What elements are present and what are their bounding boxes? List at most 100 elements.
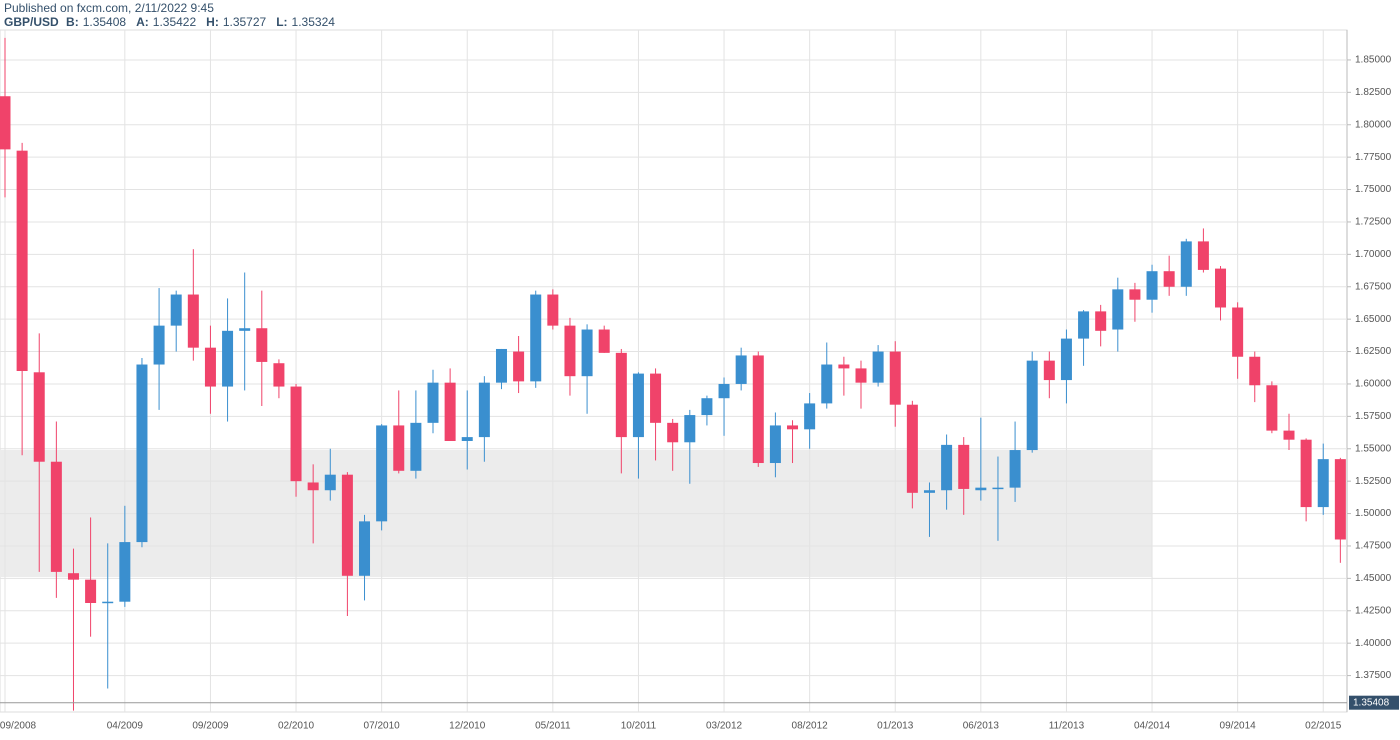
- candle-body: [495, 348, 507, 383]
- quote: B: 1.35408: [66, 15, 126, 29]
- candle-body: [1078, 311, 1090, 339]
- y-tick-label: 1.62500: [1355, 346, 1392, 357]
- x-tick-label: 09/2014: [1220, 721, 1257, 732]
- y-tick-label: 1.75000: [1355, 184, 1392, 195]
- candle-body: [1197, 241, 1209, 270]
- candle-body: [204, 347, 216, 387]
- y-tick-label: 1.45000: [1355, 573, 1392, 584]
- candle-body: [1334, 459, 1346, 540]
- header: Published on fxcm.com, 2/11/2022 9:45 GB…: [4, 1, 345, 29]
- y-tick-label: 1.57500: [1355, 411, 1392, 422]
- candle-body: [50, 461, 62, 572]
- quote-value: 1.35324: [291, 15, 335, 29]
- x-tick-label: 05/2011: [535, 721, 571, 732]
- candle-body: [513, 351, 525, 382]
- quote-label: B:: [66, 15, 79, 29]
- x-tick-label: 08/2012: [792, 721, 829, 732]
- x-tick-label: 01/2013: [877, 721, 914, 732]
- x-tick-label: 02/2010: [278, 721, 315, 732]
- quote-label: A:: [136, 15, 149, 29]
- candle-body: [478, 382, 490, 438]
- candle-body: [1146, 271, 1158, 300]
- y-tick-label: 1.67500: [1355, 281, 1392, 292]
- x-tick-label: 02/2015: [1305, 721, 1342, 732]
- candle-body: [410, 422, 422, 471]
- candle-body: [958, 444, 970, 489]
- quote-value: 1.35422: [152, 15, 197, 29]
- candle-body: [307, 482, 319, 491]
- x-tick-label: 04/2009: [107, 721, 144, 732]
- symbol: GBP/USD: [4, 15, 59, 29]
- candle-body: [359, 521, 371, 576]
- candle-body: [187, 294, 199, 348]
- candle-body: [1317, 459, 1329, 508]
- y-tick-label: 1.85000: [1355, 55, 1392, 66]
- candle-body: [1026, 360, 1038, 451]
- last-price-label: 1.35408: [1353, 697, 1390, 708]
- candle-body: [632, 373, 644, 438]
- candle-body: [615, 352, 627, 438]
- y-tick-label: 1.42500: [1355, 605, 1392, 616]
- candle-body: [153, 325, 165, 365]
- candle-body: [838, 364, 850, 369]
- x-tick-label: 07/2010: [364, 721, 401, 732]
- candle-body: [444, 382, 456, 441]
- candle-body: [170, 294, 182, 326]
- x-tick-label: 11/2013: [1049, 721, 1085, 732]
- candle-body: [136, 364, 148, 543]
- candle-body: [1112, 289, 1124, 330]
- candle-body: [1060, 338, 1072, 381]
- grid: [0, 30, 1347, 712]
- candle-body: [598, 329, 610, 353]
- candle-body: [1249, 356, 1261, 386]
- candle-body: [256, 328, 268, 362]
- candle-body: [701, 398, 713, 416]
- x-tick-label: 09/2008: [0, 721, 37, 732]
- candle-body: [427, 382, 439, 423]
- candle-body: [581, 329, 593, 377]
- candle-body: [102, 601, 114, 604]
- x-tick-label: 06/2013: [963, 721, 1000, 732]
- y-tick-label: 1.72500: [1355, 217, 1392, 228]
- candle-body: [222, 330, 234, 387]
- quote-value: 1.35408: [82, 15, 127, 29]
- candle-body: [376, 425, 388, 522]
- candle-body: [975, 487, 987, 491]
- candle-body: [804, 403, 816, 430]
- quote: L: 1.35324: [276, 15, 335, 29]
- quote-row: GBP/USD B: 1.35408 A: 1.35422 H: 1.35727 L: 1.3…: [4, 15, 345, 29]
- candle-body: [787, 425, 799, 430]
- candle-body: [718, 383, 730, 399]
- candle-body: [1232, 307, 1244, 357]
- candle-body: [1283, 430, 1295, 440]
- plot-area: [0, 29, 1348, 713]
- y-tick-label: 1.55000: [1355, 443, 1392, 454]
- x-tick-label: 03/2012: [706, 721, 743, 732]
- candle-body: [547, 294, 559, 326]
- candle-body: [0, 96, 11, 150]
- y-tick-label: 1.50000: [1355, 508, 1392, 519]
- candle-body: [872, 351, 884, 383]
- x-tick-label: 12/2010: [449, 721, 486, 732]
- candle-body: [650, 373, 662, 423]
- candle-body: [67, 573, 79, 580]
- y-tick-label: 1.37500: [1355, 670, 1392, 681]
- x-tick-label: 10/2011: [621, 721, 657, 732]
- candle-body: [752, 355, 764, 464]
- candle-body: [290, 386, 302, 482]
- y-tick-label: 1.77500: [1355, 152, 1392, 163]
- y-tick-label: 1.82500: [1355, 87, 1392, 98]
- candle-body: [684, 415, 696, 443]
- y-tick-label: 1.40000: [1355, 638, 1392, 649]
- published: Published on fxcm.com, 2/11/2022 9:45: [4, 1, 214, 15]
- candle-body: [564, 325, 576, 377]
- candle-body: [1009, 450, 1021, 488]
- candle-body: [735, 355, 747, 384]
- candle-body: [461, 437, 473, 441]
- candle-body: [889, 351, 901, 405]
- candle-body: [1043, 360, 1055, 381]
- y-tick-label: 1.80000: [1355, 119, 1392, 130]
- candle-body: [1215, 268, 1227, 308]
